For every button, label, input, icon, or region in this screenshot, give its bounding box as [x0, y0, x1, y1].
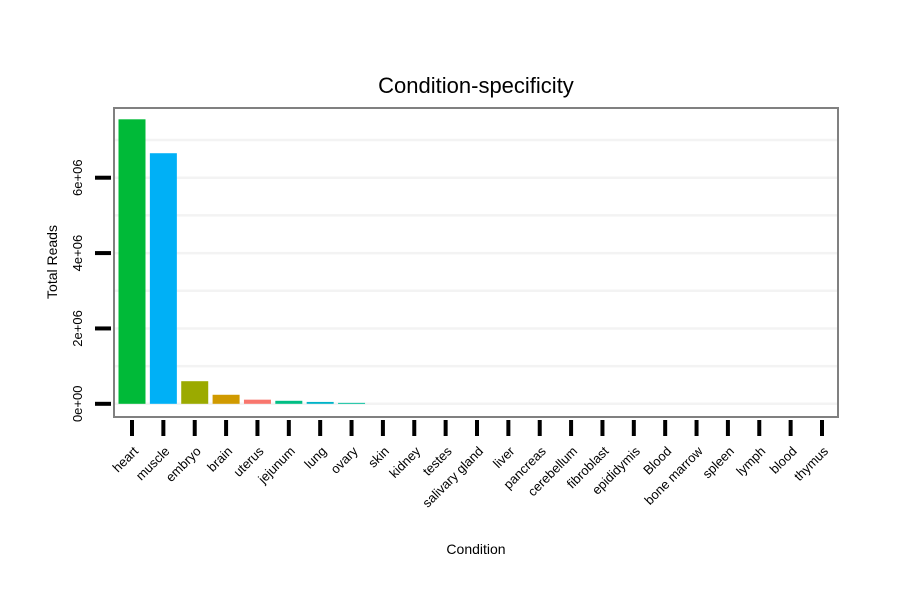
- y-tick-label: 2e+06: [70, 310, 85, 347]
- bar-uterus: [243, 399, 271, 404]
- bar-muscle: [149, 153, 177, 404]
- grid-layer: [114, 138, 838, 406]
- bar-brain: [212, 394, 240, 404]
- bar-ovary: [338, 402, 366, 404]
- bar-heart: [118, 119, 146, 404]
- bar-lung: [306, 401, 334, 404]
- x-tick-label: kidney: [386, 443, 424, 481]
- plot-frame: [113, 107, 839, 418]
- x-tick-label: skin: [365, 444, 392, 471]
- x-tick-label: lung: [301, 444, 329, 472]
- x-tick-label: embryo: [163, 444, 204, 485]
- y-axis: 0e+00 2e+06 4e+06 6e+06: [70, 159, 111, 422]
- x-tick-label: thymus: [791, 443, 832, 484]
- bar-jejunum: [275, 400, 303, 404]
- x-axis-title: Condition: [446, 541, 505, 557]
- bars-layer: [118, 119, 366, 404]
- y-tick-label: 6e+06: [70, 159, 85, 196]
- bar-embryo: [181, 381, 209, 404]
- chart-title: Condition-specificity: [378, 73, 574, 98]
- x-tick-label: spleen: [699, 444, 737, 482]
- x-tick-label: lymph: [733, 444, 768, 479]
- y-tick-label: 4e+06: [70, 235, 85, 272]
- x-tick-label: ovary: [328, 443, 361, 476]
- y-tick-label: 0e+00: [70, 386, 85, 423]
- y-axis-title: Total Reads: [44, 225, 60, 299]
